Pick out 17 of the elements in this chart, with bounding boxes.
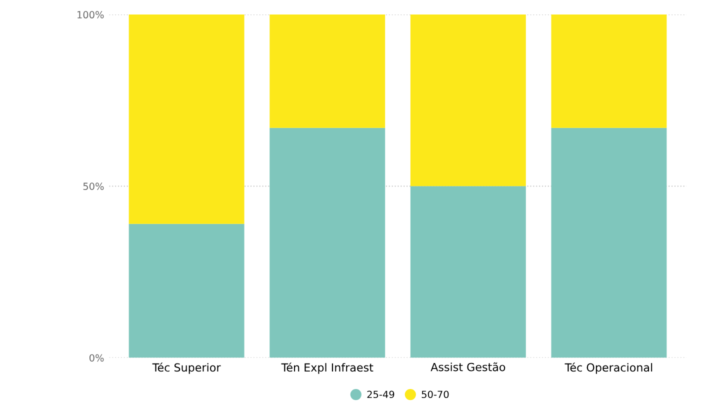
bar <box>551 128 667 358</box>
x-tick-label: Téc Operacional <box>564 362 652 374</box>
legend-label: 50-70 <box>422 390 449 398</box>
bar <box>128 14 244 224</box>
y-tick-label: 50% <box>83 182 104 190</box>
bar <box>410 14 526 186</box>
bar <box>128 224 244 358</box>
x-tick-label: Tén Expl Infraest <box>281 362 374 374</box>
legend-label: 25-49 <box>367 390 394 398</box>
x-tick-label: Assist Gestão <box>430 362 506 372</box>
y-tick-label: 0% <box>89 354 104 362</box>
bar <box>410 186 526 358</box>
y-tick-label: 100% <box>78 11 104 18</box>
x-tick-label: Téc Superior <box>152 362 221 374</box>
bar <box>270 14 386 128</box>
bar <box>270 128 386 358</box>
bar <box>551 14 667 128</box>
